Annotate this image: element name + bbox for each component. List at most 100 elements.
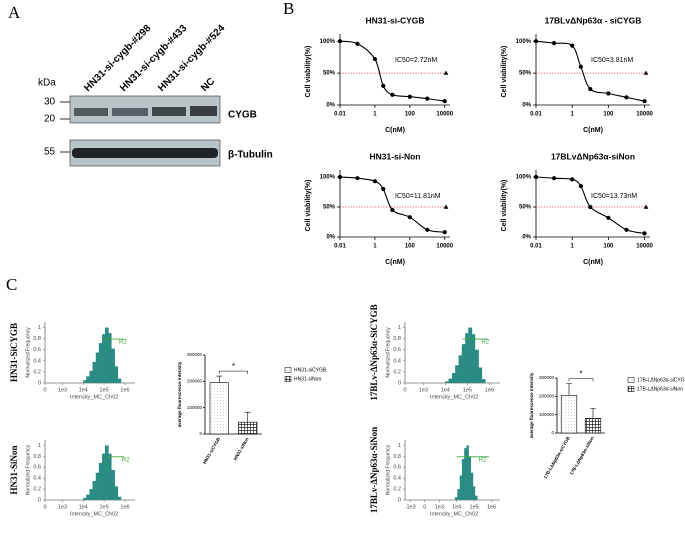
band xyxy=(74,108,108,116)
significance: * xyxy=(579,370,582,379)
y-tick-label: 1 xyxy=(38,325,41,331)
histogram-bar xyxy=(465,333,469,383)
annotation: IC50=2.72nM xyxy=(395,57,437,64)
x-tick-label: 100 xyxy=(603,244,614,250)
x-tick-label: 10000 xyxy=(436,112,453,118)
y-axis-label: Normalized Frequency xyxy=(25,327,31,378)
data-point xyxy=(570,177,575,182)
annotation: IC50=11.81nM xyxy=(395,193,441,200)
histogram-bar xyxy=(458,355,463,383)
histogram-bar xyxy=(445,381,449,383)
legend-swatch xyxy=(627,386,635,392)
annotation: IC50=3.81nM xyxy=(591,57,633,64)
histogram-bar xyxy=(461,459,465,500)
y-axis-label: Cell viability(%) xyxy=(305,180,312,232)
y-axis-label: Cell viability(%) xyxy=(501,180,508,232)
error-bar xyxy=(244,411,251,423)
band xyxy=(72,148,218,158)
significance: * xyxy=(232,362,235,371)
data-point xyxy=(588,86,593,92)
y-tick-label: 0.2 xyxy=(393,487,401,493)
x-tick-label: 1e3 xyxy=(58,387,67,393)
x-tick-label: 1 xyxy=(571,244,575,250)
data-point xyxy=(372,56,378,62)
x-axis-label: C(nM) xyxy=(583,127,603,134)
row-label: 17BLv-ΔNp63α-SiCYGB xyxy=(369,304,379,400)
error-bar xyxy=(216,375,223,383)
histogram-bar xyxy=(471,334,476,383)
histogram-bar xyxy=(448,378,453,383)
y-tick-label: 50% xyxy=(323,205,336,211)
marker-label: 30 xyxy=(44,97,56,108)
gate-label: R2 xyxy=(119,340,127,346)
data-point xyxy=(390,207,395,213)
y-axis-label: Normalized Frequency xyxy=(25,444,31,495)
x-tick-label: 0 xyxy=(423,504,426,510)
axis xyxy=(404,440,500,501)
histogram-bar xyxy=(83,380,87,383)
y-tick-label: 1 xyxy=(398,443,401,449)
x-axis-label: Intensity_MC_Ch02 xyxy=(430,511,478,517)
histogram-bar xyxy=(457,489,461,500)
lane-label: HN31-si-cygb-#433 xyxy=(118,23,189,94)
histogram-bar xyxy=(117,496,122,500)
histogram-bar xyxy=(117,378,122,383)
histogram-bar xyxy=(86,494,90,500)
histogram-bar xyxy=(474,495,478,500)
legend-label: HN31-siNon xyxy=(294,376,321,382)
x-tick-label: 1e4 xyxy=(452,504,461,510)
kda-label: kDa xyxy=(38,78,56,89)
reference-marker xyxy=(643,70,649,75)
data-point xyxy=(372,179,378,184)
histogram-bar xyxy=(114,486,119,500)
histogram-bar xyxy=(111,348,115,383)
annotation: IC50=13.73nM xyxy=(591,193,637,200)
legend-label: 17B-LΔNp63α-siNon xyxy=(637,386,683,392)
y-tick-label: 1 xyxy=(38,443,41,449)
data-point xyxy=(425,227,430,232)
x-tick-label: 10000 xyxy=(636,112,653,118)
reference-marker xyxy=(643,204,649,209)
histogram-bar xyxy=(86,376,90,383)
gate-label: R2 xyxy=(481,340,489,346)
panel-label: A xyxy=(8,3,21,22)
data-point xyxy=(606,91,611,96)
y-tick-label: 0 xyxy=(38,497,41,503)
data-point xyxy=(533,39,539,44)
data-point xyxy=(355,176,360,181)
y-tick-label: 0.8 xyxy=(393,336,401,342)
marker-label: 20 xyxy=(44,114,56,125)
x-tick-label: HN31-siCYGB xyxy=(202,436,222,465)
x-tick-label: 100 xyxy=(405,244,416,250)
data-point xyxy=(337,39,343,44)
y-tick-label: 50% xyxy=(519,71,532,77)
chart-title: 17BLvΔNp63α-siNon xyxy=(551,151,635,161)
y-axis-label: average fluorescence intensity xyxy=(177,361,182,427)
legend-label: HN31-siCYGB xyxy=(294,367,327,373)
x-tick-label: 1e3 xyxy=(58,504,67,510)
error-bar xyxy=(590,407,596,419)
x-tick-label: 1e5 xyxy=(99,504,108,510)
gate-label: R2 xyxy=(479,457,487,463)
histogram-bar xyxy=(459,475,463,500)
y-tick-label: 0.4 xyxy=(393,476,401,482)
significance-bracket xyxy=(219,370,248,375)
x-tick-label: 1e6 xyxy=(487,504,496,510)
histogram-bar xyxy=(470,472,474,500)
x-axis-label: Intensity_MC_Ch02 xyxy=(430,394,478,400)
significance-bracket xyxy=(568,378,594,382)
x-tick-label: 1e6 xyxy=(120,387,129,393)
y-tick-label: 0.8 xyxy=(33,336,41,342)
histogram-bar xyxy=(104,327,109,383)
histogram-bar xyxy=(474,349,479,383)
y-tick-label: 0.2 xyxy=(33,487,41,493)
y-tick-label: 0.2 xyxy=(393,369,401,375)
histogram-bar xyxy=(454,497,458,500)
bar xyxy=(209,382,229,435)
data-point xyxy=(407,215,412,220)
x-tick-label: 17B-LΔNp63α-siCYGB xyxy=(543,435,572,480)
histogram-bar xyxy=(108,453,112,500)
row-label: HN31-SiCYGB xyxy=(9,323,19,382)
data-point xyxy=(578,64,583,69)
y-tick-label: 200000 xyxy=(187,379,203,384)
